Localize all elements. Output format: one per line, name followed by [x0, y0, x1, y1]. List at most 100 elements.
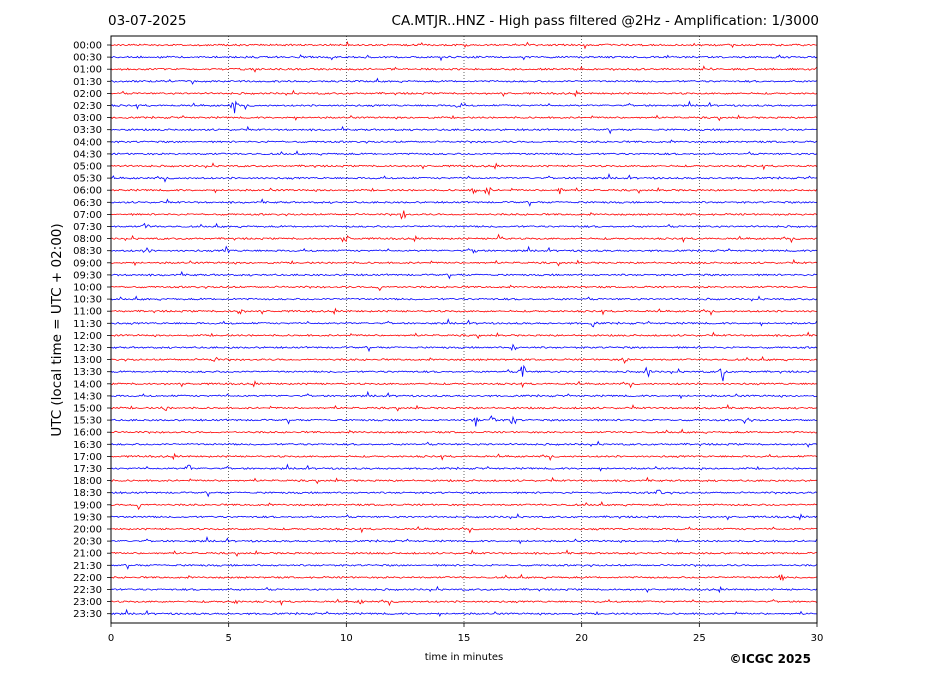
- y-tick-label: 03:00: [73, 113, 102, 124]
- y-tick-label: 08:30: [73, 246, 102, 257]
- y-tick-label: 01:00: [73, 65, 102, 76]
- y-tick-label: 13:30: [73, 367, 102, 378]
- trace-row-1100: [110, 307, 817, 316]
- y-tick-label: 23:00: [73, 597, 102, 608]
- x-tick-label: 30: [811, 633, 824, 644]
- y-tick-label: 00:00: [73, 41, 102, 52]
- trace-row-0830: [110, 245, 817, 254]
- y-tick-label: 20:30: [73, 537, 102, 548]
- y-tick-label: 05:00: [73, 162, 102, 173]
- x-tick-label: 5: [225, 633, 231, 644]
- y-tick-label: 16:30: [73, 440, 102, 451]
- trace-row-1930: [110, 513, 817, 521]
- trace-row-2330: [110, 608, 817, 618]
- chart-title: CA.MTJR..HNZ - High pass filtered @2Hz -…: [392, 13, 819, 29]
- x-tick-label: 25: [693, 633, 706, 644]
- trace-row-1300: [110, 355, 817, 365]
- y-tick-label: 01:30: [73, 77, 102, 88]
- trace-row-0800: [110, 233, 817, 244]
- y-tick-label: 02:30: [73, 101, 102, 112]
- trace-row-2130: [110, 563, 817, 570]
- x-tick-label: 10: [340, 633, 353, 644]
- y-tick-label: 12:30: [73, 343, 102, 354]
- y-tick-label: 10:30: [73, 295, 102, 306]
- y-tick-label: 22:00: [73, 573, 102, 584]
- trace-row-0530: [110, 172, 817, 183]
- y-tick-label: 02:00: [73, 89, 102, 100]
- trace-row-0200: [110, 89, 817, 98]
- trace-row-1000: [111, 284, 817, 292]
- trace-row-1530: [110, 415, 817, 427]
- vertical-grid: [228, 36, 700, 623]
- y-tick-label: 17:00: [73, 452, 102, 463]
- trace-row-0630: [110, 198, 817, 207]
- trace-row-2300: [110, 598, 817, 607]
- trace-row-2230: [110, 585, 817, 594]
- y-tick-label: 14:30: [73, 391, 102, 402]
- date-label: 03-07-2025: [108, 13, 186, 29]
- y-tick-label: 12:00: [73, 331, 102, 342]
- y-axis-label: UTC (local time = UTC + 02:00): [49, 223, 65, 436]
- x-axis-ticks: 0 5 10 15 20 25 30: [108, 623, 824, 644]
- y-tick-label: 19:00: [73, 500, 102, 511]
- trace-row-1700: [110, 452, 817, 462]
- y-tick-label: 17:30: [73, 464, 102, 475]
- x-axis-label: time in minutes: [425, 652, 504, 663]
- trace-row-0230: [110, 100, 817, 114]
- x-tick-label: 0: [108, 633, 114, 644]
- trace-row-1200: [110, 331, 817, 340]
- y-tick-label: 08:00: [73, 234, 102, 245]
- trace-row-0730: [110, 222, 817, 229]
- y-tick-label: 23:30: [73, 609, 102, 620]
- y-tick-label: 21:30: [73, 561, 102, 572]
- trace-row-0400: [110, 139, 817, 144]
- y-tick-label: 20:00: [73, 525, 102, 536]
- trace-row-1600: [110, 428, 817, 435]
- y-tick-label: 06:00: [73, 186, 102, 197]
- y-tick-label: 14:00: [73, 379, 102, 390]
- y-tick-label: 10:00: [73, 283, 102, 294]
- trace-row-1430: [110, 390, 817, 400]
- trace-row-1130: [110, 318, 817, 328]
- y-tick-label: 22:30: [73, 585, 102, 596]
- y-tick-label: 18:00: [73, 476, 102, 487]
- trace-row-2100: [110, 549, 817, 557]
- y-tick-label: 13:00: [73, 355, 102, 366]
- y-tick-label: 04:00: [73, 137, 102, 148]
- trace-row-1400: [110, 380, 817, 389]
- trace-row-1730: [110, 463, 817, 472]
- trace-row-1900: [110, 501, 817, 511]
- trace-row-0100: [110, 65, 817, 73]
- trace-row-0300: [110, 114, 817, 122]
- seismic-traces: [110, 40, 817, 618]
- y-tick-label: 03:30: [73, 125, 102, 136]
- y-tick-label: 07:00: [73, 210, 102, 221]
- y-tick-label: 18:30: [73, 488, 102, 499]
- trace-row-2030: [110, 535, 817, 545]
- y-tick-label: 15:30: [73, 416, 102, 427]
- y-tick-label: 07:30: [73, 222, 102, 233]
- trace-row-0030: [110, 54, 817, 62]
- trace-row-1630: [110, 440, 817, 448]
- y-tick-label: 15:00: [73, 404, 102, 415]
- y-tick-label: 11:30: [73, 319, 102, 330]
- trace-row-0700: [110, 210, 817, 220]
- trace-row-1230: [110, 343, 817, 353]
- trace-row-2000: [110, 525, 817, 534]
- y-tick-label: 19:30: [73, 512, 102, 523]
- trace-row-1030: [110, 295, 817, 302]
- trace-row-0600: [110, 186, 817, 197]
- trace-row-0330: [111, 125, 817, 135]
- y-tick-label: 05:30: [73, 174, 102, 185]
- trace-row-1830: [110, 489, 817, 498]
- x-tick-label: 15: [458, 633, 471, 644]
- copyright-label: ©ICGC 2025: [729, 652, 811, 666]
- trace-row-1500: [110, 404, 817, 412]
- trace-row-0500: [111, 162, 817, 171]
- trace-row-0430: [110, 150, 817, 156]
- trace-row-1800: [110, 476, 817, 485]
- y-tick-label: 09:30: [73, 270, 102, 281]
- y-tick-label: 04:30: [73, 149, 102, 160]
- y-tick-label: 00:30: [73, 53, 102, 64]
